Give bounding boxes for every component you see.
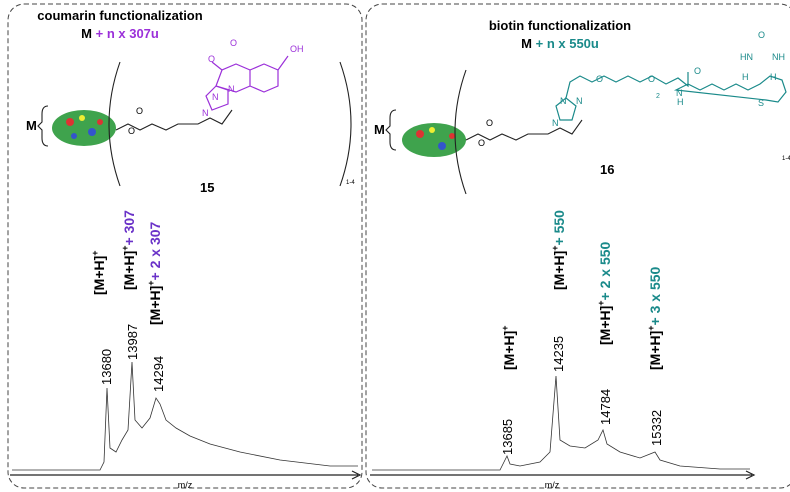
annotation: [M+H]++ 2 x 307 (146, 221, 163, 325)
peak-label: 13685 (500, 419, 515, 455)
atom: O (230, 38, 237, 48)
peak-label: 15332 (649, 410, 664, 446)
atom: O (208, 54, 215, 64)
spectrum (12, 361, 358, 471)
peak-label: 14784 (598, 389, 613, 425)
svg-text:[M+H]++ 550: [M+H]++ 550 (550, 210, 567, 290)
protein (402, 123, 466, 157)
svg-text:[M+H]+: [M+H]+ (500, 325, 517, 370)
coumarin (205, 55, 289, 111)
atom: S (758, 98, 764, 108)
linker (465, 119, 583, 141)
atom: N (560, 96, 567, 106)
x-axis (370, 470, 756, 480)
protein-label: M (374, 122, 385, 137)
atom: O (478, 138, 485, 148)
panel-title: coumarin functionalization (37, 8, 202, 23)
protein (52, 110, 116, 146)
atom: N (552, 118, 559, 128)
atom: NH (772, 52, 785, 62)
panel-title: biotin functionalization (489, 18, 631, 33)
compound-number: 15 (200, 180, 214, 195)
peak-label: 13987 (125, 324, 140, 360)
atom: O (596, 74, 603, 84)
atom: N (212, 92, 219, 102)
subscript: 2 (656, 93, 660, 100)
atom: H (677, 97, 684, 107)
protein-label: M (26, 118, 37, 133)
atom: N (202, 108, 209, 118)
svg-text:[M+H]++ 2 x 307: [M+H]++ 2 x 307 (146, 221, 163, 325)
atom: H (770, 72, 777, 82)
brace (37, 105, 49, 147)
atom: N (228, 84, 235, 94)
peak-label: 14294 (151, 356, 166, 392)
peak-label: 13680 (99, 349, 114, 385)
annotation: [M+H]++ 307 (120, 210, 137, 290)
formula: M + n x 550u (521, 36, 599, 51)
annotation: [M+H]++ 550 (550, 210, 567, 290)
atom: O (136, 106, 143, 116)
atom: N (676, 88, 683, 98)
spectrum (372, 375, 750, 471)
panel-frame (365, 3, 790, 489)
annotation: [M+H]+ (90, 250, 107, 295)
atom: O (758, 30, 765, 40)
atom: O (648, 74, 655, 84)
svg-text:[M+H]++ 3 x 550: [M+H]++ 3 x 550 (646, 266, 663, 370)
panel-frame (7, 3, 363, 489)
annotation: [M+H]++ 2 x 550 (596, 241, 613, 345)
paren (108, 61, 352, 187)
paren (454, 69, 467, 195)
atom: H (742, 72, 749, 82)
brace (385, 109, 397, 151)
compound-number: 16 (600, 162, 614, 177)
linker (115, 109, 233, 131)
atom: O (486, 118, 493, 128)
x-axis-label: m/z (545, 480, 560, 490)
x-axis-label: m/z (178, 480, 193, 490)
atom: HN (740, 52, 753, 62)
formula: M + n x 307u (81, 26, 159, 41)
x-axis (10, 470, 362, 480)
annotation: [M+H]++ 3 x 550 (646, 266, 663, 370)
annotation: [M+H]+ (500, 325, 517, 370)
repeat: 1-4 (782, 156, 790, 162)
svg-text:[M+H]+: [M+H]+ (90, 250, 107, 295)
atom: N (576, 96, 583, 106)
atom: O (128, 126, 135, 136)
biotin-chain (555, 72, 787, 121)
atom: O (694, 66, 701, 76)
peak-label: 14235 (551, 336, 566, 372)
svg-text:[M+H]++ 2 x 550: [M+H]++ 2 x 550 (596, 241, 613, 345)
atom: OH (290, 44, 304, 54)
repeat: 1-4 (346, 180, 355, 186)
svg-text:[M+H]++ 307: [M+H]++ 307 (120, 210, 137, 290)
